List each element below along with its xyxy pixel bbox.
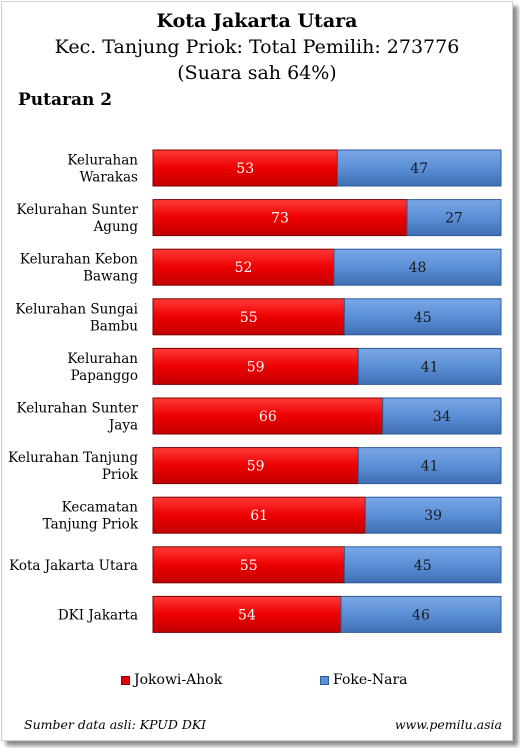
data-label: 54 [238, 607, 256, 623]
bar-jokowi-ahok [152, 298, 345, 336]
bar-jokowi-ahok [152, 199, 408, 237]
bar-chart: Kelurahan Warakas 53 47 Kelurahan Sunter Agun… [8, 149, 502, 633]
category-label: Kelurahan Kebon Bawang [20, 252, 138, 285]
chart-subtitle: Kec. Tanjung Priok: Total Pemilih: 27377… [54, 36, 460, 58]
bar-jokowi-ahok [152, 595, 342, 633]
data-label: 45 [414, 310, 432, 326]
legend-item-foke-nara: Foke-Nara [320, 672, 408, 688]
bar-jokowi-ahok [152, 546, 345, 584]
category-label: DKI Jakarta [58, 607, 138, 623]
chart-frame: Kota Jakarta Utara Kec. Tanjung Priok: T… [1, 1, 513, 741]
bar-foke-nara [382, 397, 502, 435]
category-label: Kelurahan Sunter Jaya [17, 401, 139, 434]
data-label: 41 [421, 459, 439, 475]
data-label: 55 [240, 310, 258, 326]
bar-jokowi-ahok [152, 248, 335, 286]
legend-label-jokowi-ahok: Jokowi-Ahok [134, 672, 223, 688]
bar-jokowi-ahok [152, 496, 366, 534]
category-label: Kelurahan Sunter Agung [17, 202, 139, 235]
round-label: Putaran 2 [18, 90, 113, 110]
bar-jokowi-ahok [152, 447, 359, 485]
data-label: 34 [433, 409, 451, 425]
data-label: 59 [247, 359, 265, 375]
legend-item-jokowi-ahok: Jokowi-Ahok [121, 672, 222, 688]
data-source: Sumber data asli: KPUD DKI [24, 717, 207, 732]
data-label: 52 [235, 260, 253, 276]
category-label: Kecamatan Tanjung Priok [43, 500, 139, 533]
data-label: 61 [250, 508, 268, 524]
legend-label-foke-nara: Foke-Nara [333, 672, 408, 688]
bar-foke-nara [343, 546, 502, 584]
data-label: 59 [247, 459, 265, 475]
bar-foke-nara [357, 447, 502, 485]
data-label: 39 [424, 508, 442, 524]
category-label: Kelurahan Sungai Bambu [15, 301, 138, 334]
bar-foke-nara [357, 347, 502, 385]
data-label: 41 [421, 359, 439, 375]
category-label: Kelurahan Warakas [67, 153, 138, 186]
data-label: 53 [236, 161, 254, 177]
data-label: 55 [240, 558, 258, 574]
bar-foke-nara [364, 496, 502, 534]
category-label: Kelurahan Tanjung Priok [8, 450, 139, 483]
category-label: Kelurahan Papanggo [67, 351, 138, 384]
data-label: 47 [410, 161, 428, 177]
data-label: 27 [445, 211, 463, 227]
category-label: Kota Jakarta Utara [9, 558, 138, 574]
bar-foke-nara [336, 149, 502, 187]
data-label: 45 [414, 558, 432, 574]
chart-title: Kota Jakarta Utara [156, 10, 358, 32]
bar-jokowi-ahok [152, 397, 384, 435]
bar-foke-nara [340, 595, 502, 633]
data-label: 48 [409, 260, 427, 276]
chart-subtitle-valid-votes: (Suara sah 64%) [177, 62, 337, 84]
data-label: 66 [259, 409, 277, 425]
legend-swatch-red [121, 675, 130, 685]
data-label: 73 [271, 211, 289, 227]
data-label: 46 [412, 607, 430, 623]
website-credit: www.pemilu.asia [394, 717, 502, 732]
legend-swatch-blue [320, 675, 329, 685]
bar-foke-nara [343, 298, 502, 336]
bar-foke-nara [333, 248, 502, 286]
bar-foke-nara [406, 199, 502, 237]
